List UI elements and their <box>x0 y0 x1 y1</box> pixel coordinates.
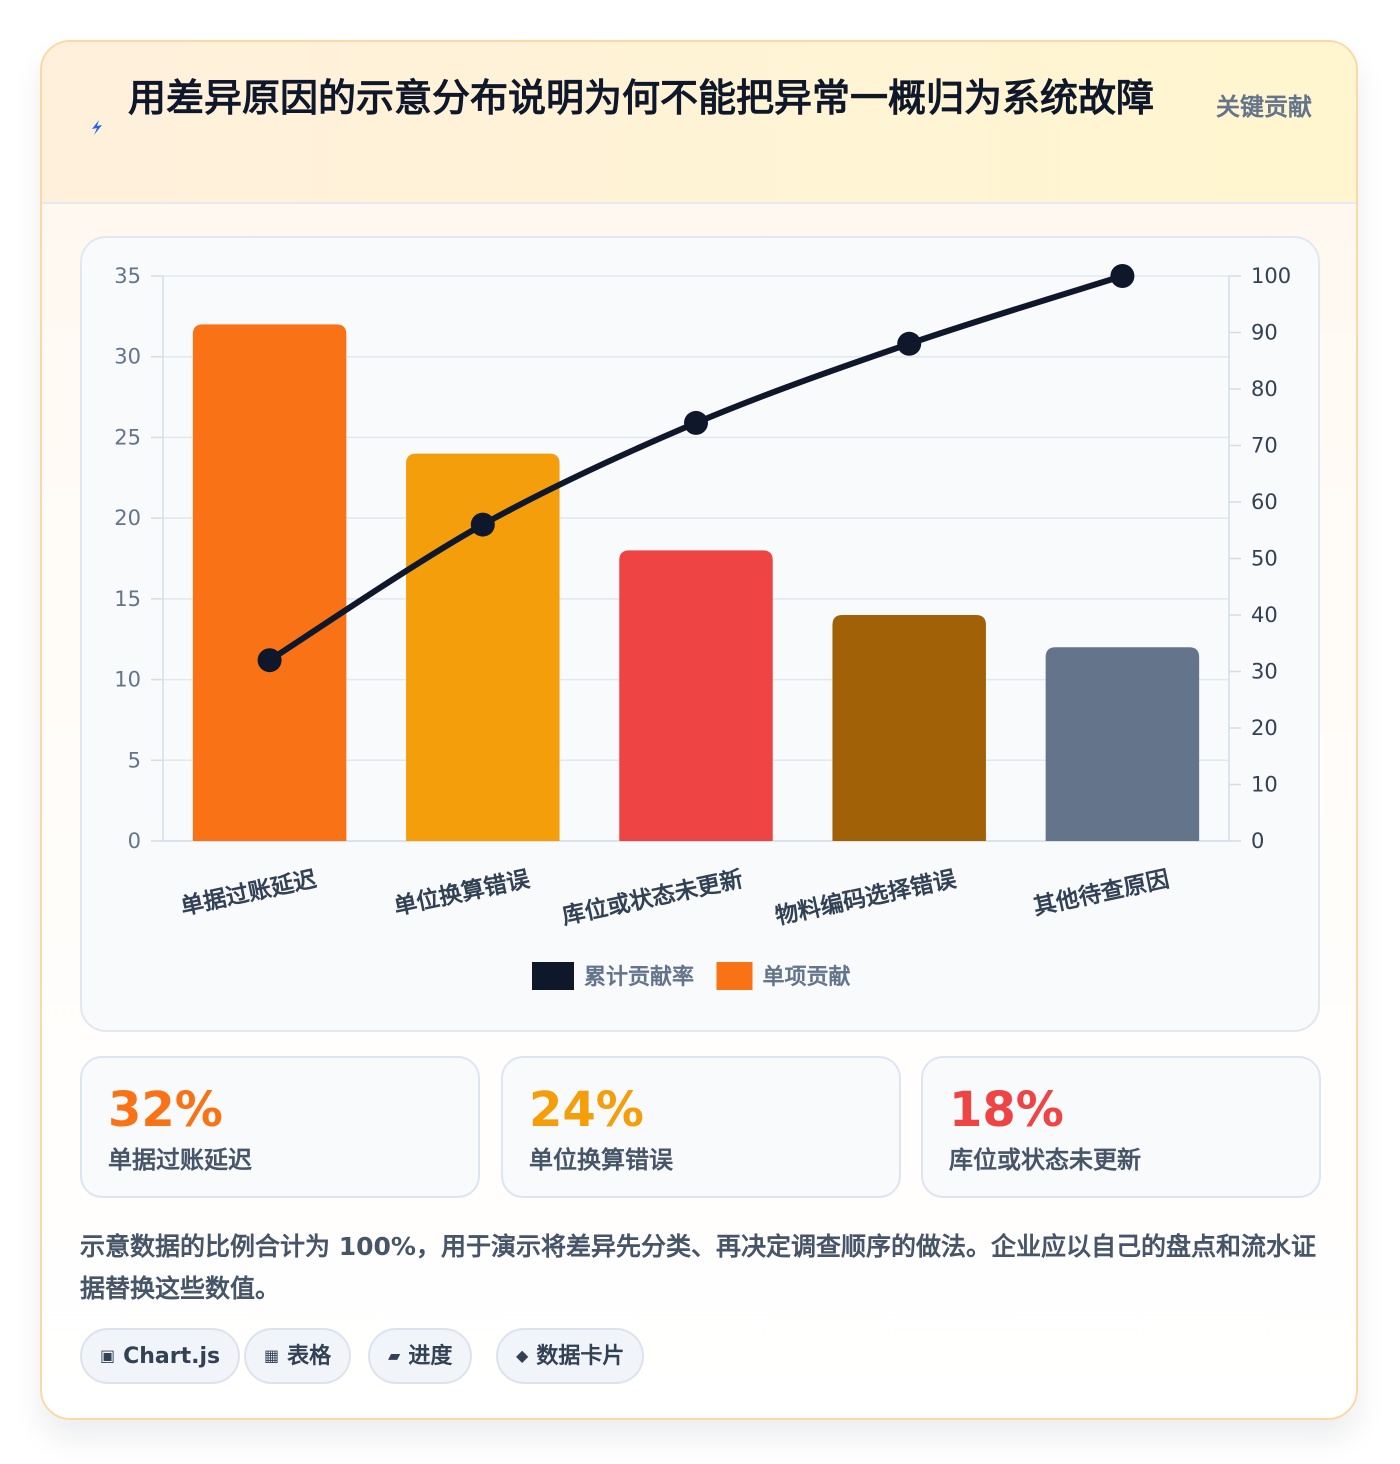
tag-label: 进度 <box>408 1344 453 1369</box>
pareto-chart: 0 5 10 15 20 25 30 35 0 10 20 30 40 50 60 70 80 90 100 单据过账… <box>114 264 1291 990</box>
stat-label: 单据过账延迟 <box>108 1146 252 1174</box>
tag-chip[interactable]: ◆ 数据卡片 <box>496 1328 645 1384</box>
tag-chip[interactable]: ▦ 表格 <box>244 1328 352 1384</box>
stat-card: 18% 库位或状态未更新 <box>921 1056 1321 1198</box>
pareto-chart-panel: 0 5 10 15 20 25 30 35 0 10 20 30 40 50 60 70 80 90 100 单据过账… <box>80 236 1320 1032</box>
y2-tick-label: 60 <box>1251 490 1278 514</box>
stat-card: 32% 单据过账延迟 <box>80 1056 480 1198</box>
stat-label: 库位或状态未更新 <box>949 1146 1141 1174</box>
y2-tick-label: 20 <box>1251 716 1278 740</box>
line-point <box>684 410 708 435</box>
line-point <box>257 648 282 673</box>
x-tick-label: 单据过账延迟 <box>178 866 318 920</box>
x-tick-label: 物料编码选择错误 <box>773 865 960 930</box>
bar <box>192 324 347 841</box>
y2-tick-label: 50 <box>1251 547 1278 571</box>
chart-note: 示意数据的比例合计为 100%，用于演示将差异先分类、再决定调查顺序的做法。企业… <box>80 1232 1316 1303</box>
bar <box>832 615 986 841</box>
stat-card: 24% 单位换算错误 <box>501 1056 901 1198</box>
y-tick-label: 35 <box>114 264 141 288</box>
line-point <box>1110 264 1135 288</box>
chart-icon: ▣ <box>100 1346 116 1365</box>
stat-value: 24% <box>529 1082 644 1138</box>
y-tick-label: 30 <box>114 345 141 369</box>
y2-tick-label: 80 <box>1251 377 1278 401</box>
legend-label: 累计贡献率 <box>584 964 694 990</box>
bar <box>406 453 560 841</box>
y2-tick-label: 40 <box>1251 603 1278 627</box>
lightning-icon <box>92 120 102 135</box>
y-tick-label: 15 <box>114 587 141 611</box>
stat-value: 32% <box>108 1082 223 1138</box>
y2-tick-label: 90 <box>1251 321 1278 345</box>
y2-tick-label: 10 <box>1251 773 1278 797</box>
key-contribution-badge: 关键贡献 <box>1216 93 1312 121</box>
legend-label: 单项贡献 <box>763 964 851 990</box>
x-tick-label: 库位或状态未更新 <box>560 865 746 930</box>
bar <box>1045 647 1200 841</box>
card-header: 用差异原因的示意分布说明为何不能把异常一概归为系统故障 关键贡献 <box>42 42 1356 204</box>
report-card: 用差异原因的示意分布说明为何不能把异常一概归为系统故障 关键贡献 0 5 10 15 2… <box>40 40 1358 1420</box>
tag-label: 表格 <box>287 1344 332 1369</box>
legend-swatch <box>532 962 574 990</box>
y-tick-label: 20 <box>114 506 141 530</box>
line-point <box>470 512 495 537</box>
x-tick-label: 其他待查原因 <box>1031 865 1172 920</box>
diamond-icon: ◆ <box>516 1346 529 1365</box>
y-tick-label: 0 <box>128 829 141 853</box>
legend-swatch <box>716 962 753 990</box>
tag-chip[interactable]: ▰ 进度 <box>368 1328 473 1384</box>
page-title: 用差异原因的示意分布说明为何不能把异常一概归为系统故障 <box>128 76 1155 120</box>
stat-value: 18% <box>949 1082 1064 1138</box>
tag-label: 数据卡片 <box>536 1344 625 1369</box>
y2-tick-label: 100 <box>1251 264 1291 288</box>
y-tick-label: 5 <box>128 748 141 772</box>
y-tick-label: 25 <box>114 425 141 449</box>
tag-chip[interactable]: ▣ Chart.js <box>80 1328 241 1384</box>
progress-icon: ▰ <box>388 1346 401 1365</box>
tag-label: Chart.js <box>123 1344 221 1369</box>
y-tick-label: 10 <box>114 668 141 692</box>
stat-label: 单位换算错误 <box>529 1146 673 1174</box>
line-point <box>897 331 922 356</box>
y2-tick-label: 0 <box>1251 829 1264 853</box>
table-icon: ▦ <box>264 1346 280 1365</box>
y2-tick-label: 30 <box>1251 660 1278 684</box>
y2-tick-label: 70 <box>1251 434 1278 458</box>
x-tick-label: 单位换算错误 <box>391 865 533 920</box>
bar <box>619 550 773 841</box>
